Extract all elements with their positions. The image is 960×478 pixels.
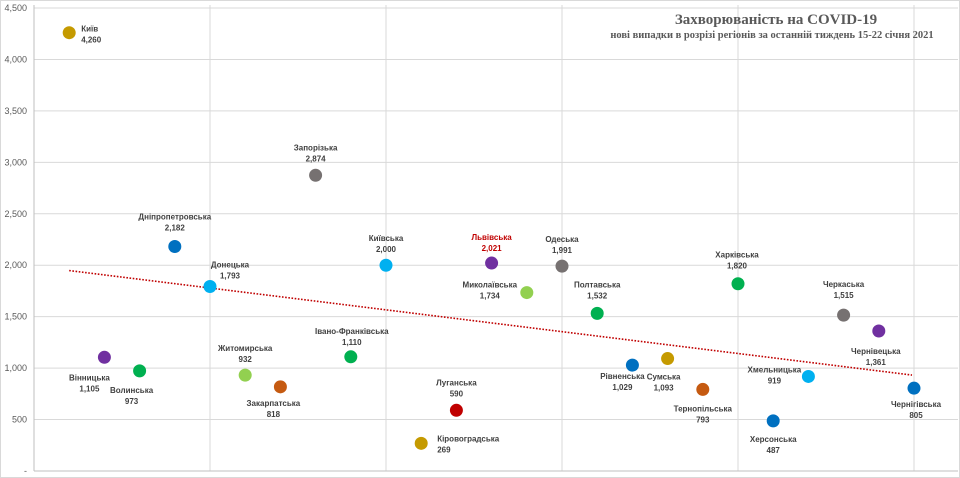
point-name-label: Рівненська: [600, 372, 645, 381]
point-value-label: 793: [696, 415, 710, 424]
point-name-label: Донецька: [211, 261, 250, 270]
point-value-label: 1,734: [480, 292, 501, 301]
point-name-label: Волинська: [110, 386, 154, 395]
data-point: [590, 306, 604, 320]
data-point: [520, 286, 534, 300]
point-value-label: 1,110: [342, 338, 362, 347]
y-axis-ticks: - 500 1,000 1,500 2,000 2,500 3,000 3,500 4,000 4…: [4, 3, 27, 476]
data-point: [133, 364, 147, 378]
data-point: [485, 256, 499, 270]
data-point: [907, 381, 921, 395]
y-tick-label: 4,000: [4, 54, 27, 64]
point-value-label: 1,532: [587, 291, 608, 300]
point-name-label: Закарпатська: [247, 399, 301, 408]
point-value-label: 2,182: [165, 223, 186, 232]
point-name-label: Чернівецька: [851, 347, 901, 356]
chart-subtitle: нові випадки в розрізі регіонів за остан…: [610, 30, 933, 41]
data-point: [379, 258, 393, 272]
y-tick-label: 1,000: [4, 363, 27, 373]
point-name-label: Івано-Франківська: [315, 327, 389, 336]
point-value-label: 2,000: [376, 245, 397, 254]
point-value-label: 818: [267, 410, 281, 419]
point-name-label: Полтавська: [574, 280, 621, 289]
data-point: [661, 352, 675, 366]
gridlines: [33, 5, 958, 472]
y-tick-label: -: [24, 466, 27, 476]
point-name-label: Чернігівська: [891, 400, 942, 409]
point-name-label: Сумська: [647, 373, 681, 382]
point-name-label: Луганська: [436, 378, 477, 387]
point-value-label: 2,021: [482, 244, 503, 253]
y-tick-label: 500: [12, 415, 27, 425]
point-value-label: 4,260: [81, 36, 102, 45]
point-value-label: 1,793: [220, 272, 241, 281]
data-point: [97, 350, 111, 364]
point-name-label: Одеська: [545, 235, 579, 244]
data-point: [168, 239, 182, 253]
point-name-label: Київ: [81, 25, 98, 34]
point-value-label: 1,361: [866, 358, 887, 367]
point-value-label: 1,093: [654, 384, 675, 393]
y-tick-label: 1,500: [4, 312, 27, 322]
data-point: [203, 280, 217, 294]
data-point: [62, 26, 76, 40]
point-name-label: Дніпропетровська: [138, 212, 211, 221]
point-name-label: Харківська: [715, 251, 759, 260]
data-point: [273, 380, 287, 394]
data-point: [238, 368, 252, 382]
point-value-label: 1,515: [834, 291, 855, 300]
data-point: [837, 308, 851, 322]
point-value-label: 1,820: [727, 262, 748, 271]
point-name-label: Київська: [369, 234, 404, 243]
data-point: [766, 414, 780, 428]
point-name-label: Хмельницька: [748, 365, 802, 374]
data-point: [696, 382, 710, 396]
data-point: [625, 358, 639, 372]
point-value-label: 805: [909, 411, 923, 420]
point-name-label: Запорізька: [294, 143, 338, 152]
chart-title: Захворюваність на COVID-19: [675, 12, 877, 28]
point-value-label: 1,029: [612, 383, 633, 392]
y-tick-label: 3,000: [4, 157, 27, 167]
data-point: [449, 403, 463, 417]
point-value-label: 1,991: [552, 246, 573, 255]
point-name-label: Херсонська: [750, 435, 797, 444]
point-value-label: 269: [437, 445, 451, 454]
data-points: [62, 26, 921, 450]
point-name-label: Миколаївська: [463, 281, 518, 290]
y-tick-label: 3,500: [4, 106, 27, 116]
data-point: [801, 369, 815, 383]
point-name-label: Львівська: [471, 233, 512, 242]
y-tick-label: 4,500: [4, 3, 27, 13]
point-name-label: Житомирська: [217, 344, 273, 353]
point-value-label: 590: [450, 389, 464, 398]
point-value-label: 932: [239, 355, 253, 364]
y-tick-label: 2,500: [4, 209, 27, 219]
point-name-label: Черкаська: [823, 280, 865, 289]
data-point: [731, 277, 745, 291]
point-value-label: 487: [767, 446, 781, 455]
point-name-label: Кіровоградська: [437, 434, 500, 443]
data-point: [872, 324, 886, 338]
point-name-label: Тернопільська: [674, 404, 733, 413]
point-value-label: 973: [125, 397, 139, 406]
point-value-label: 2,874: [306, 154, 327, 163]
data-point: [309, 168, 323, 182]
data-point: [344, 350, 358, 364]
point-name-label: Вінницька: [69, 373, 110, 382]
data-point: [414, 436, 428, 450]
point-value-label: 1,105: [79, 384, 100, 393]
data-point: [555, 259, 569, 273]
data-labels: Київ 4,260 Вінницька 1,105 Волинська 973 Дніпр…: [69, 25, 942, 455]
y-tick-label: 2,000: [4, 260, 27, 270]
point-value-label: 919: [768, 376, 782, 385]
